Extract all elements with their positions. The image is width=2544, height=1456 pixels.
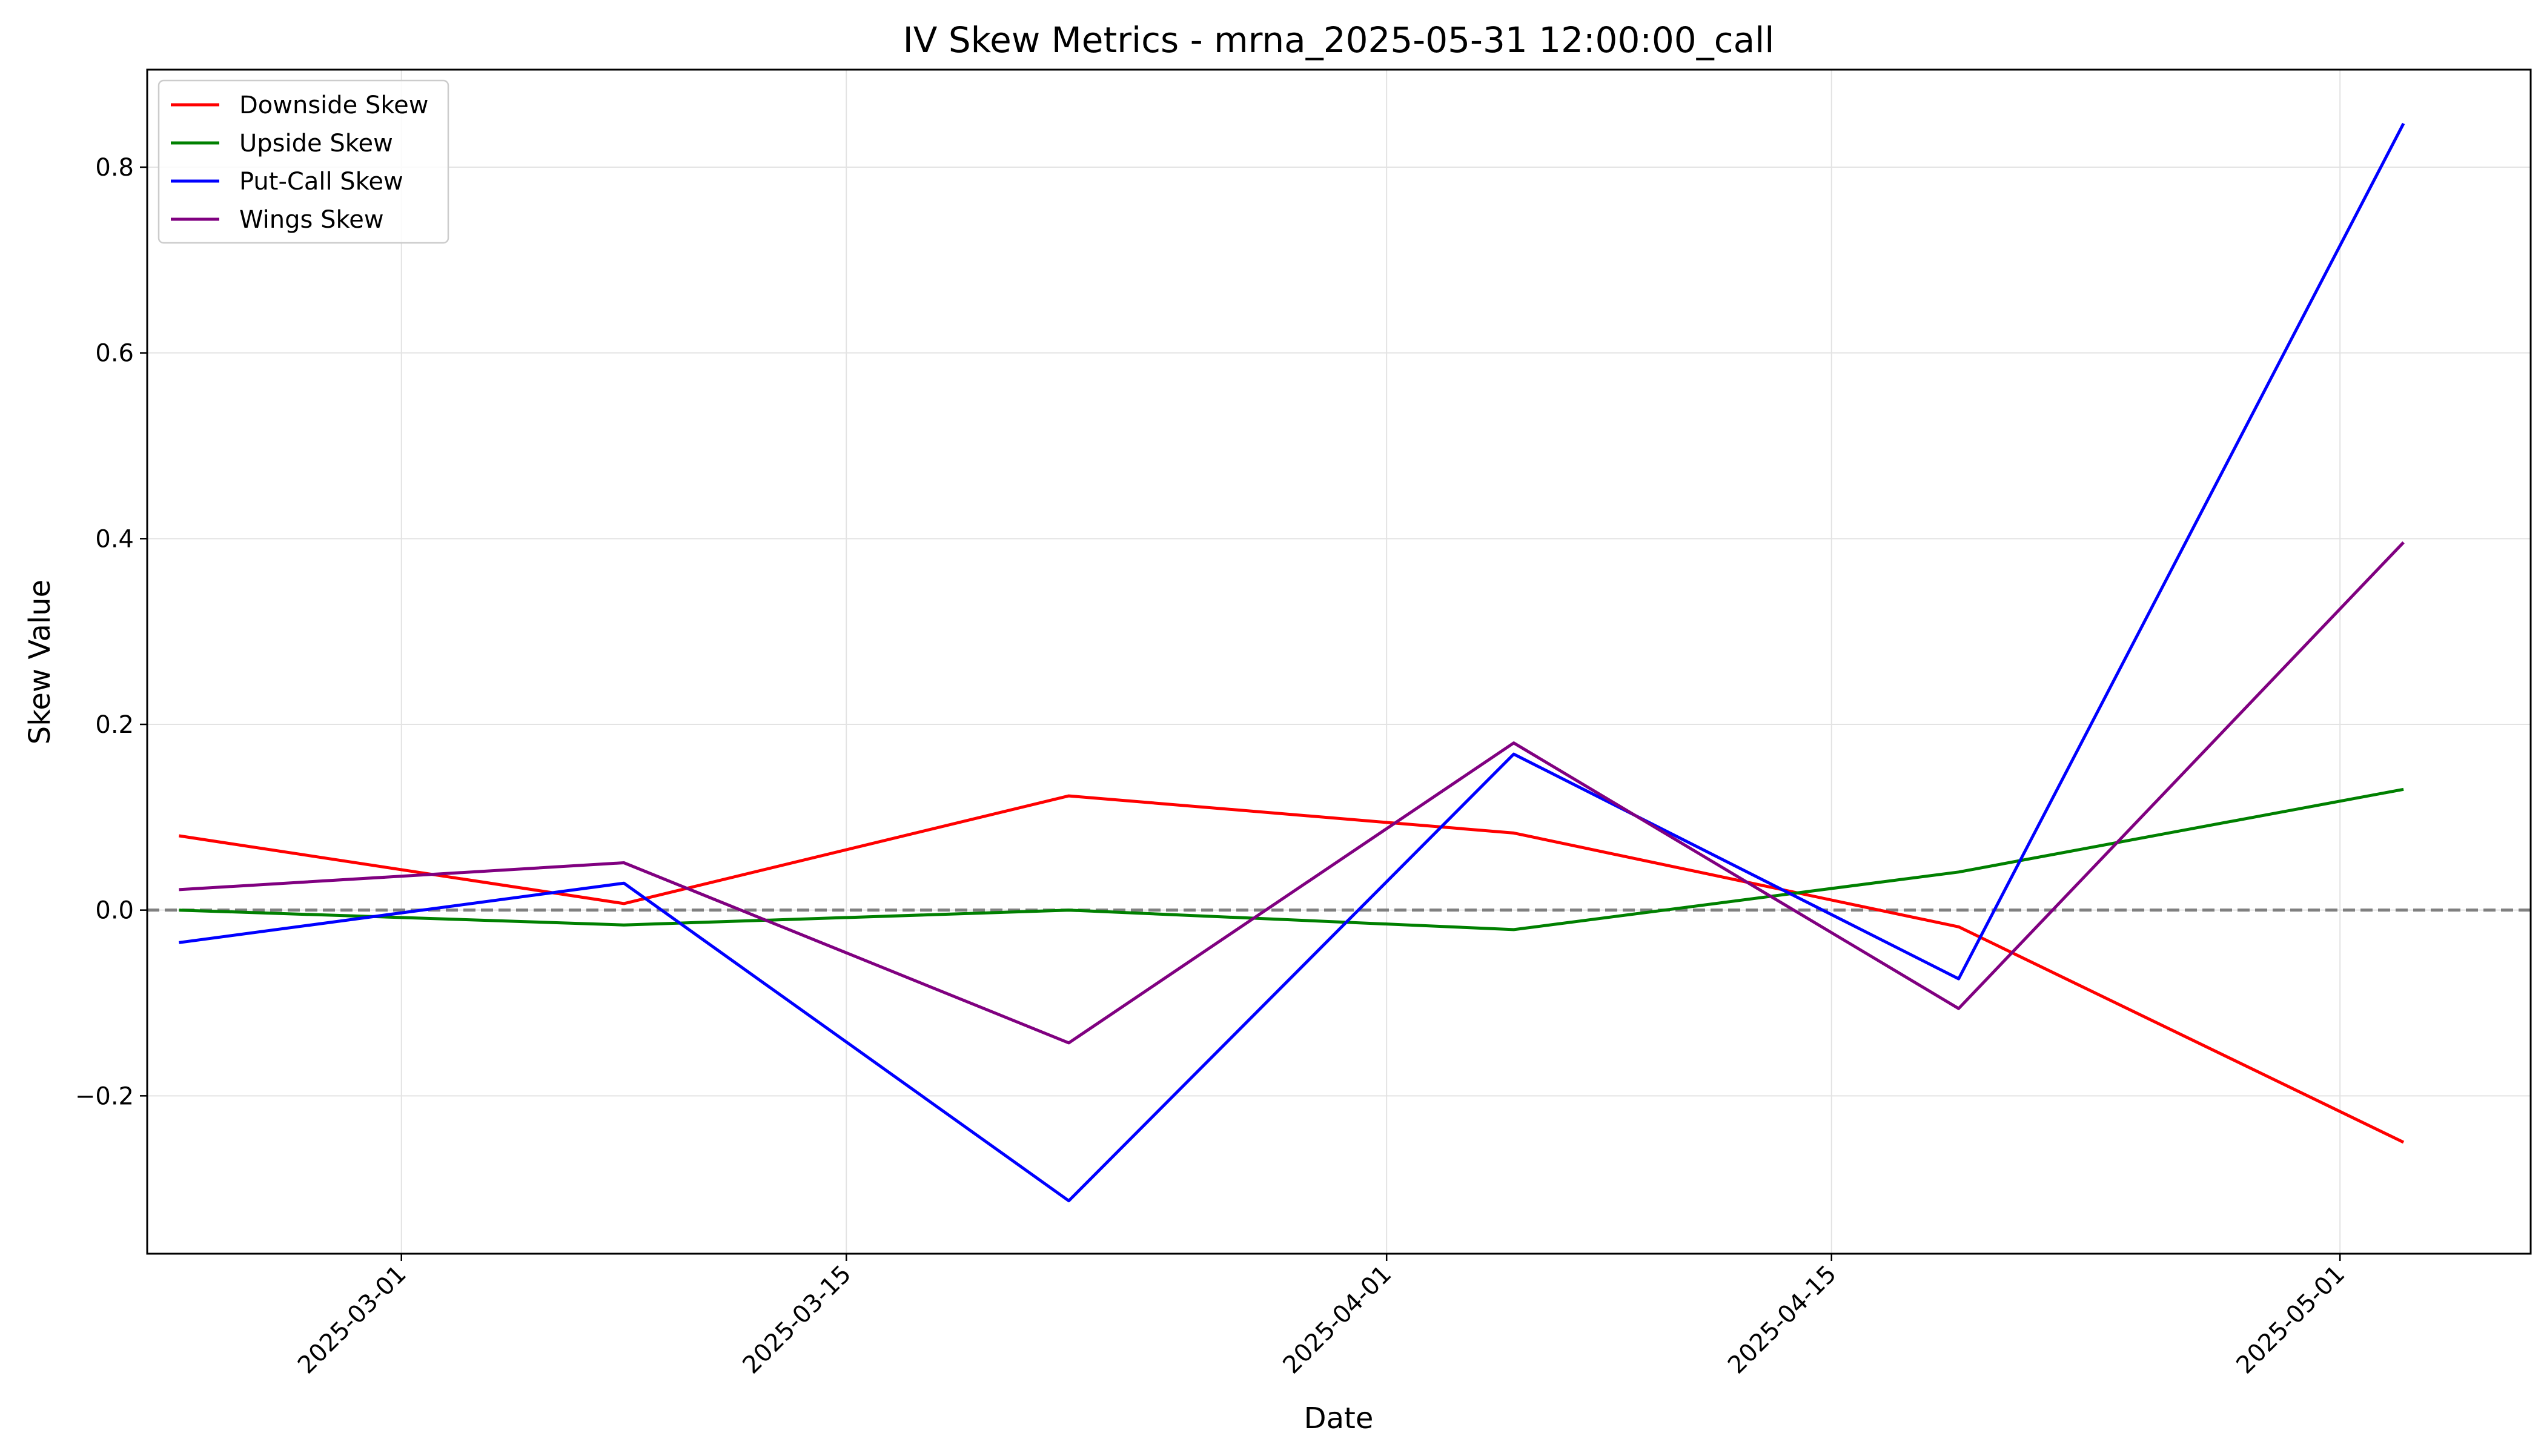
plot-area-frame (146, 68, 2532, 1255)
y-tick-label: 0.0 (95, 897, 134, 925)
y-tick-label: 0.6 (95, 340, 134, 368)
y-tick-label: 0.4 (95, 525, 134, 553)
y-axis-label: Skew Value (23, 580, 57, 744)
series-lines (179, 122, 2405, 1203)
y-tick-label: −0.2 (75, 1082, 134, 1110)
legend-label-downside-skew: Downside Skew (239, 91, 428, 119)
series-line-upside-skew (179, 787, 2404, 932)
legend-label-put-call-skew: Put-Call Skew (239, 168, 403, 196)
y-tick-label: 0.2 (95, 711, 134, 739)
legend-box (157, 79, 449, 244)
x-axis-label: Date (1304, 1401, 1374, 1435)
chart-title: IV Skew Metrics - mrna_2025-05-31 12:00:… (903, 19, 1775, 61)
legend-label-upside-skew: Upside Skew (239, 130, 393, 157)
legend: Downside Skew Upside Skew Put-Call Skew Win… (157, 79, 449, 244)
series-line-wings-skew (179, 541, 2405, 1045)
y-tick-label: 0.8 (95, 154, 134, 182)
legend-label-wings-skew: Wings Skew (239, 206, 384, 234)
series-line-put-call-skew (179, 122, 2405, 1203)
